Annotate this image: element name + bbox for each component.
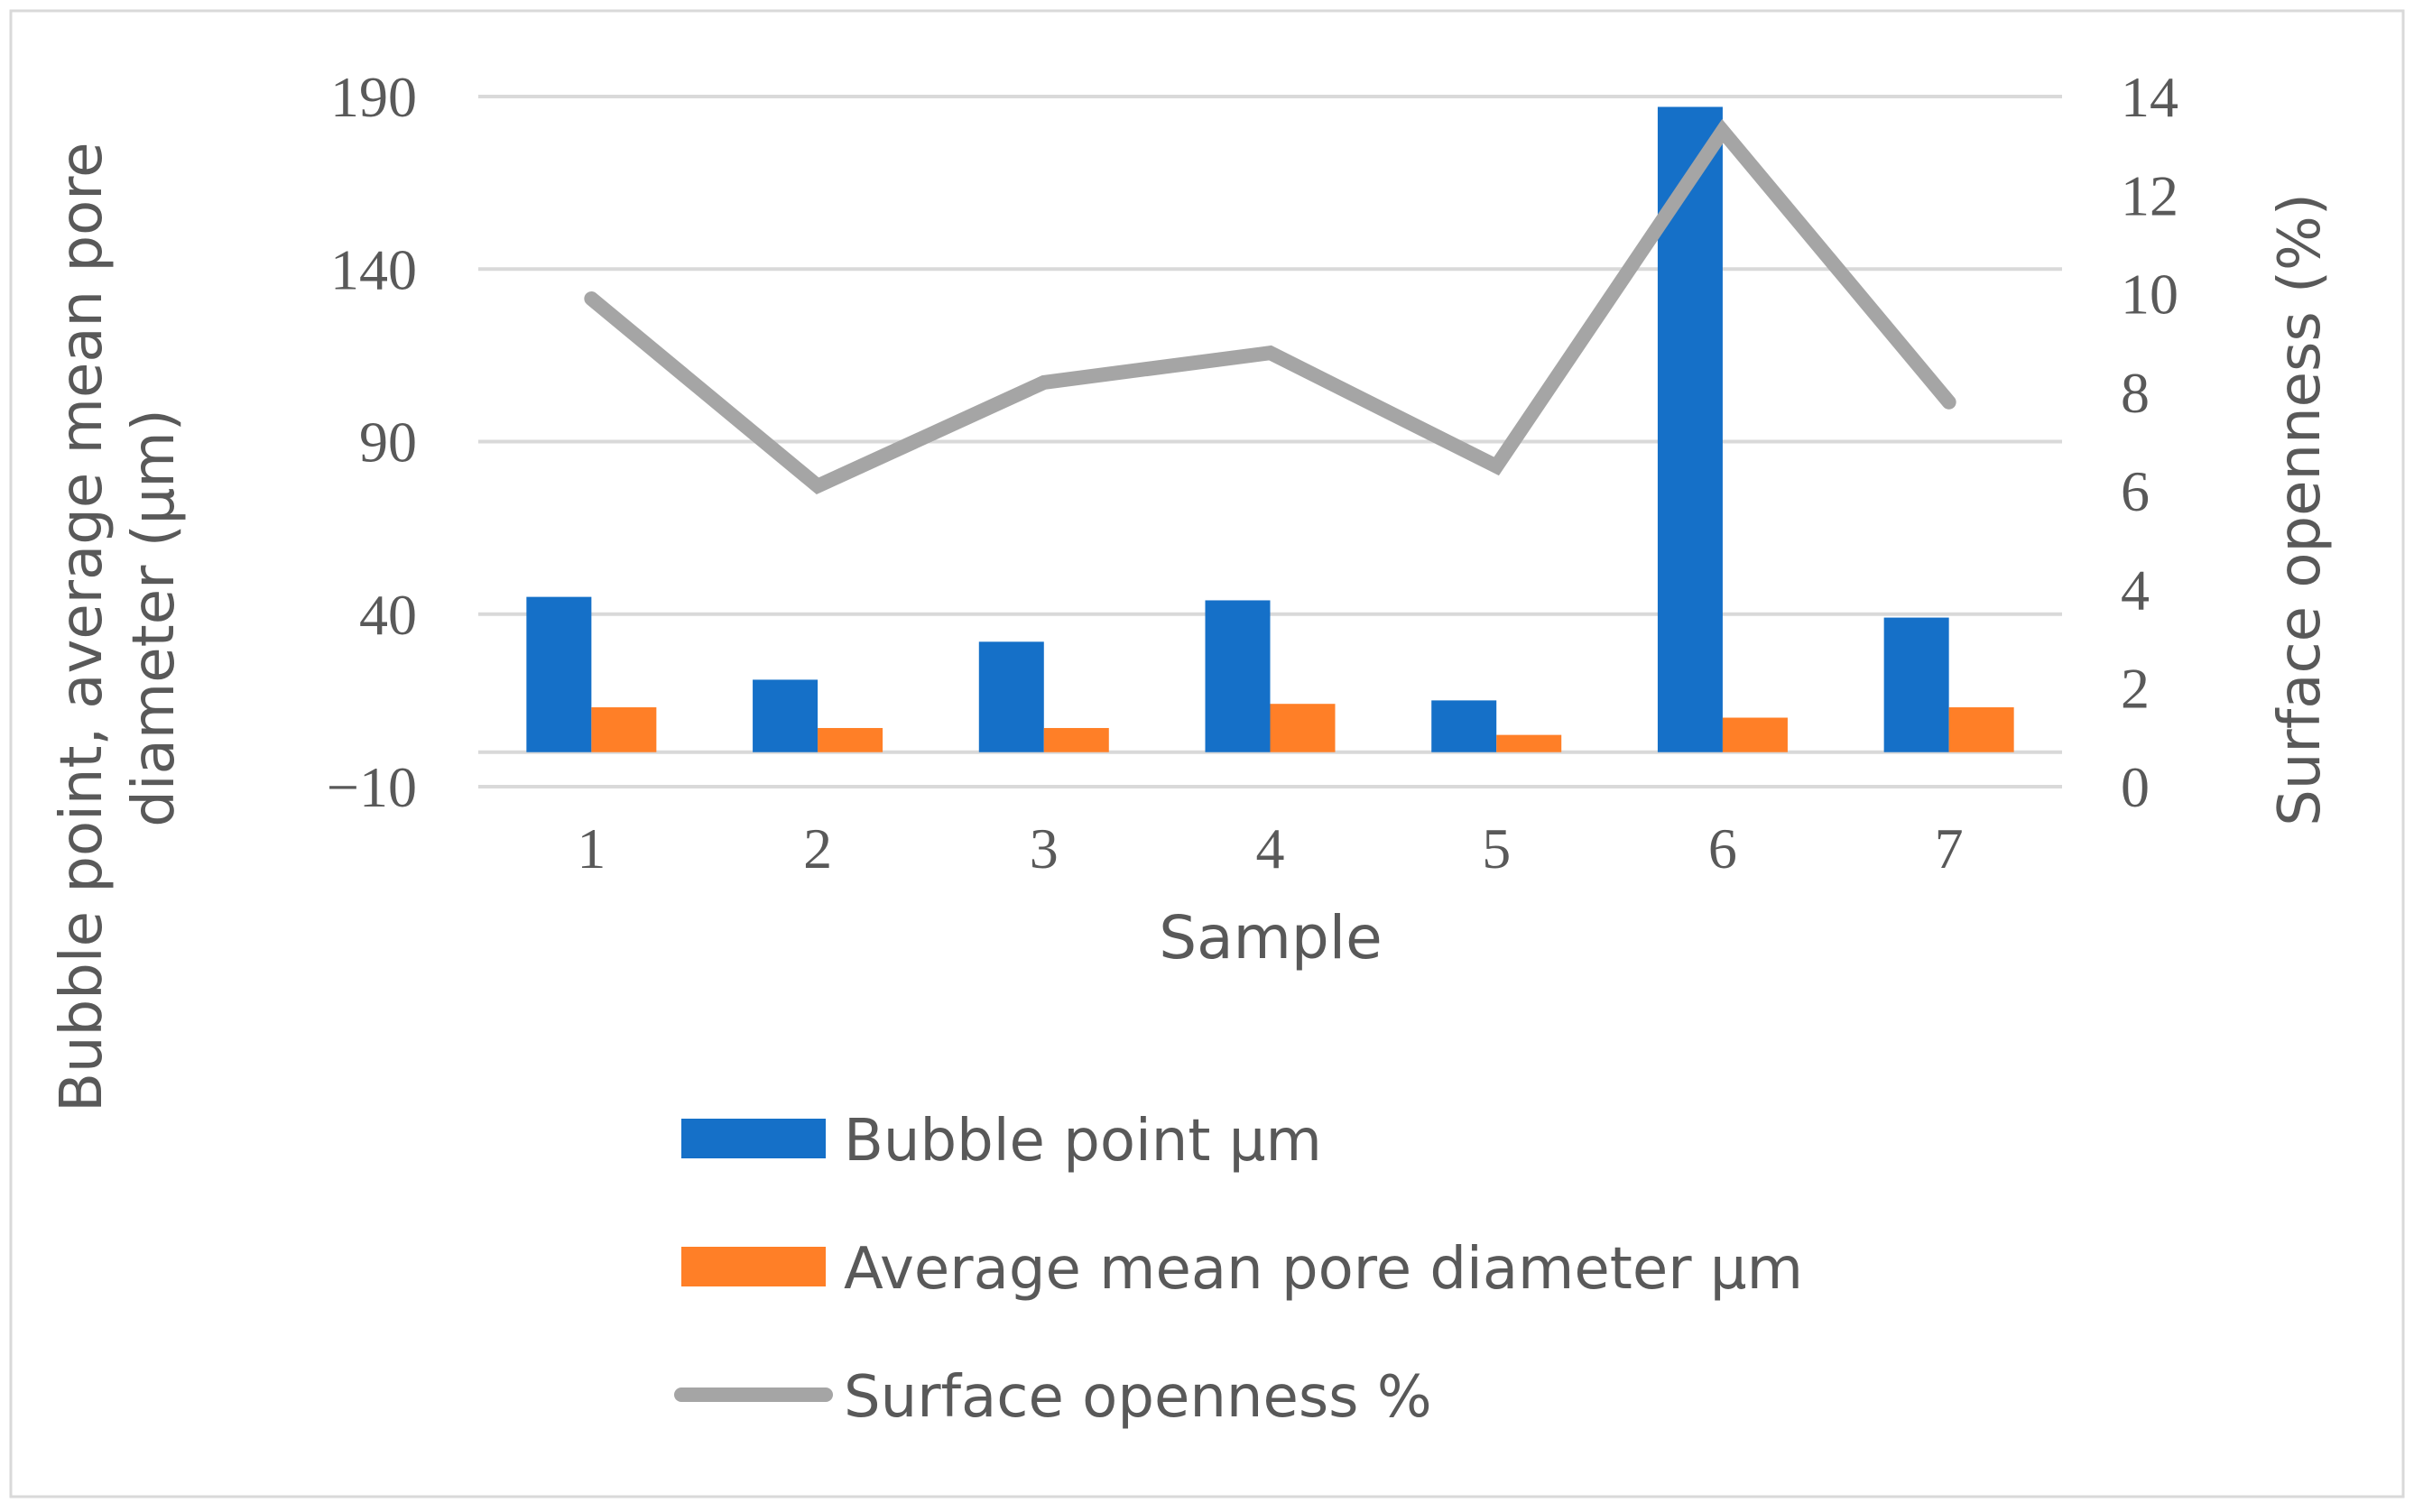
x-tick-label: 5 — [1482, 816, 1511, 880]
y2-tick-label: 6 — [2121, 459, 2150, 523]
x-tick-label: 7 — [1935, 816, 1964, 880]
y2-tick-label: 4 — [2121, 558, 2150, 622]
y-axis-title-line-1: Bubble point, average mean pore — [49, 142, 116, 1111]
bar — [1270, 704, 1336, 752]
y-tick-label: −10 — [327, 755, 417, 819]
series-line — [584, 118, 1956, 495]
y-tick-label: 140 — [330, 237, 417, 301]
y-axis-title: Bubble point, average mean pore diameter… — [49, 124, 188, 1112]
legend-label: Surface openness % — [844, 1364, 1432, 1431]
legend-swatch — [681, 1119, 826, 1158]
y2-tick-label: 0 — [2121, 755, 2150, 819]
bar — [1496, 734, 1562, 752]
legend-label: Bubble point µm — [844, 1108, 1322, 1175]
bar — [1205, 600, 1271, 752]
bar — [591, 707, 657, 752]
bar — [818, 727, 883, 752]
y2-tick-label: 12 — [2121, 163, 2178, 227]
y2-axis-title: Surface openness (%) — [2267, 193, 2334, 826]
legend-swatch — [681, 1247, 826, 1286]
legend-label: Average mean pore diameter µm — [844, 1236, 1803, 1303]
x-axis-title: Sample — [1159, 903, 1382, 973]
y-tick-label: 190 — [330, 65, 417, 129]
y-axis-title-line-2: diameter (µm) — [121, 409, 188, 826]
bar — [1883, 617, 1949, 752]
bar — [978, 641, 1044, 752]
x-tick-label: 6 — [1708, 816, 1737, 880]
y-tick-label: 40 — [359, 583, 417, 647]
bar — [1722, 717, 1788, 752]
legend-item: Surface openness % — [674, 1364, 1432, 1431]
bar — [753, 679, 819, 752]
y2-tick-label: 14 — [2121, 65, 2178, 129]
legend-item: Average mean pore diameter µm — [681, 1236, 1803, 1303]
y-tick-label: 90 — [359, 410, 417, 475]
x-tick-label: 1 — [577, 816, 606, 880]
bars — [526, 106, 2014, 752]
bar — [1043, 727, 1109, 752]
x-tick-label: 4 — [1256, 816, 1285, 880]
y2-tick-label: 8 — [2121, 361, 2150, 425]
x-tick-label: 3 — [1030, 816, 1059, 880]
y2-tick-label: 10 — [2121, 263, 2178, 327]
bar — [1431, 700, 1497, 752]
legend: Bubble point µm Average mean pore diamete… — [674, 1108, 1803, 1431]
x-tick-label: 2 — [803, 816, 832, 880]
line-series — [584, 118, 1956, 495]
legend-item: Bubble point µm — [681, 1108, 1322, 1175]
bar — [1948, 707, 2014, 752]
bar — [526, 596, 592, 752]
y2-tick-label: 2 — [2121, 657, 2150, 721]
